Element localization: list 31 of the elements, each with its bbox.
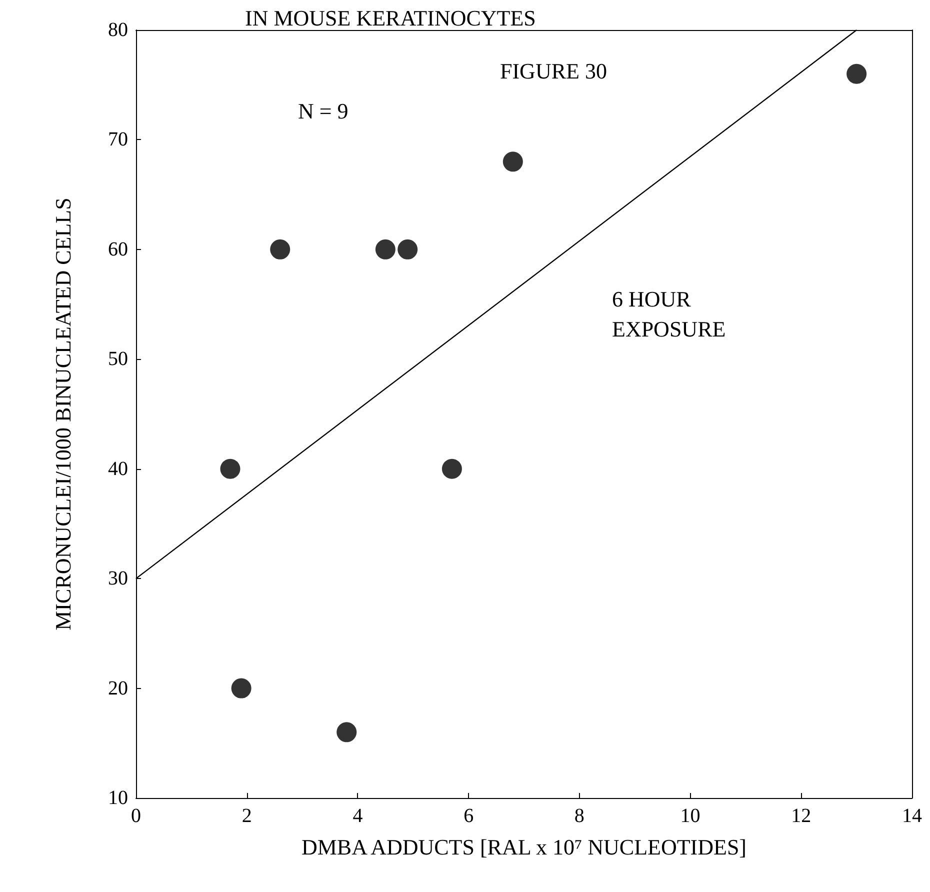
y-tick-label: 30 bbox=[108, 568, 128, 590]
point bbox=[231, 678, 252, 698]
x-axis-title: DMBA ADDUCTS [RAL x 10⁷ NUCLEOTIDES] bbox=[301, 834, 747, 860]
x-tick-label: 6 bbox=[464, 805, 474, 827]
y-tick-label: 80 bbox=[108, 19, 128, 41]
point bbox=[336, 722, 357, 742]
point bbox=[846, 64, 867, 84]
y-tick-label: 60 bbox=[108, 238, 128, 260]
y-tick-label: 20 bbox=[108, 677, 128, 700]
point bbox=[375, 239, 396, 260]
x-tick-label: 10 bbox=[680, 805, 700, 827]
point bbox=[220, 458, 240, 479]
point bbox=[398, 239, 418, 260]
y-tick-label: 10 bbox=[108, 787, 128, 809]
y-tick-label: 70 bbox=[108, 128, 128, 151]
x-tick-label: 8 bbox=[574, 805, 584, 827]
point bbox=[442, 458, 462, 479]
x-tick-label: 0 bbox=[131, 805, 141, 827]
x-tick-label: 4 bbox=[352, 805, 363, 827]
y-tick-label: 40 bbox=[108, 458, 128, 480]
point bbox=[502, 152, 523, 172]
annotation: N = 9 bbox=[298, 98, 348, 124]
x-tick-label: 2 bbox=[242, 805, 252, 827]
x-tick-label: 12 bbox=[791, 805, 812, 827]
x-tick-label: 14 bbox=[902, 805, 922, 827]
point bbox=[270, 239, 290, 260]
chart-title: IN MOUSE KERATINOCYTES bbox=[245, 6, 536, 30]
y-tick-label: 50 bbox=[108, 348, 128, 370]
y-axis-title: MICRONUCLEI/1000 BINUCLEATED CELLS bbox=[50, 198, 76, 630]
annotation: FIGURE 30 bbox=[500, 58, 607, 84]
annotation: 6 HOUR EXPOSURE bbox=[612, 286, 726, 342]
